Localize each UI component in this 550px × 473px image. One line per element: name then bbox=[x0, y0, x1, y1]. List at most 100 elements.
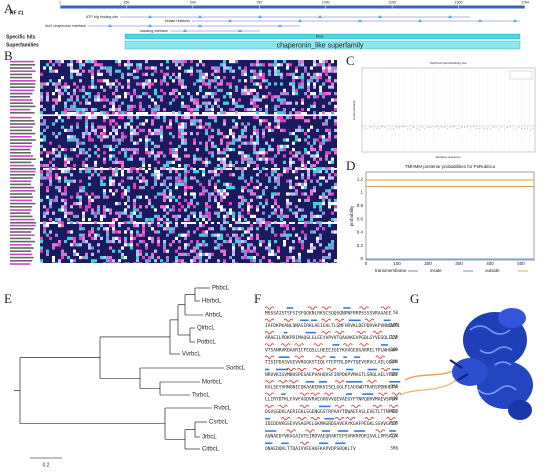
residue bbox=[292, 167, 295, 171]
residue bbox=[184, 148, 187, 152]
residue bbox=[94, 246, 97, 250]
residue bbox=[64, 179, 67, 183]
residue bbox=[100, 76, 103, 80]
residue bbox=[298, 95, 301, 99]
helix bbox=[315, 355, 326, 359]
residue bbox=[208, 246, 211, 250]
residue bbox=[316, 179, 319, 183]
residue bbox=[217, 157, 220, 161]
residue bbox=[148, 128, 151, 132]
residue bbox=[109, 189, 112, 193]
residue bbox=[313, 135, 316, 139]
residue bbox=[103, 98, 106, 102]
residue bbox=[286, 179, 289, 183]
residue bbox=[289, 151, 292, 155]
residue bbox=[229, 202, 232, 206]
residue bbox=[316, 243, 319, 247]
feature-marker bbox=[148, 15, 152, 18]
residue bbox=[103, 144, 106, 148]
trace-dot bbox=[472, 126, 474, 127]
residue bbox=[79, 151, 82, 155]
residue bbox=[232, 256, 235, 260]
residue bbox=[220, 154, 223, 158]
residue bbox=[223, 249, 226, 253]
residue bbox=[172, 218, 175, 222]
strand bbox=[265, 430, 277, 432]
residue bbox=[67, 119, 70, 123]
residue bbox=[223, 138, 226, 142]
residue bbox=[163, 224, 166, 228]
residue bbox=[331, 69, 334, 73]
residue bbox=[181, 240, 184, 244]
residue bbox=[91, 236, 94, 240]
residue bbox=[298, 63, 301, 67]
residue bbox=[274, 95, 277, 99]
residue bbox=[301, 192, 304, 196]
residue bbox=[286, 227, 289, 231]
residue bbox=[232, 167, 235, 171]
residue bbox=[334, 173, 337, 177]
legend-label: transmembrane bbox=[375, 268, 407, 273]
residue bbox=[103, 135, 106, 139]
residue bbox=[292, 76, 295, 80]
residue bbox=[139, 173, 142, 177]
residue bbox=[214, 208, 217, 212]
residue bbox=[163, 243, 166, 247]
residue bbox=[154, 132, 157, 136]
residue bbox=[226, 233, 229, 237]
residue bbox=[184, 154, 187, 158]
trace-dot bbox=[364, 127, 366, 129]
residue bbox=[313, 63, 316, 67]
residue bbox=[211, 151, 214, 155]
seq-name bbox=[10, 222, 36, 224]
residue bbox=[247, 85, 250, 89]
residue bbox=[88, 135, 91, 139]
residue bbox=[76, 154, 79, 158]
residue bbox=[292, 72, 295, 76]
strand bbox=[305, 381, 315, 383]
residue bbox=[181, 125, 184, 129]
residue bbox=[196, 246, 199, 250]
residue bbox=[313, 230, 316, 234]
residue bbox=[52, 179, 55, 183]
residue bbox=[331, 154, 334, 158]
residue bbox=[265, 119, 268, 123]
residue bbox=[130, 218, 133, 222]
residue bbox=[241, 202, 244, 206]
residue bbox=[58, 240, 61, 244]
residue bbox=[214, 79, 217, 83]
residue bbox=[268, 167, 271, 171]
residue bbox=[97, 218, 100, 222]
residue bbox=[271, 60, 274, 64]
residue bbox=[100, 63, 103, 67]
residue bbox=[193, 252, 196, 256]
residue bbox=[133, 205, 136, 209]
residue bbox=[130, 211, 133, 215]
residue bbox=[286, 236, 289, 240]
residue bbox=[172, 246, 175, 250]
residue bbox=[328, 88, 331, 92]
residue bbox=[247, 157, 250, 161]
residue bbox=[319, 157, 322, 161]
residue bbox=[232, 211, 235, 215]
residue bbox=[292, 240, 295, 244]
residue bbox=[109, 85, 112, 89]
residue bbox=[289, 160, 292, 164]
residue bbox=[235, 233, 238, 237]
residue bbox=[220, 179, 223, 183]
residue bbox=[238, 259, 241, 263]
residue bbox=[190, 72, 193, 76]
residue bbox=[55, 116, 58, 120]
residue bbox=[304, 182, 307, 186]
trace-dot bbox=[498, 128, 500, 130]
residue bbox=[196, 233, 199, 237]
residue bbox=[145, 135, 148, 139]
residue bbox=[40, 122, 43, 126]
residue bbox=[58, 132, 61, 136]
residue bbox=[223, 252, 226, 256]
residue bbox=[235, 259, 238, 263]
residue bbox=[265, 224, 268, 228]
residue bbox=[259, 148, 262, 152]
residue bbox=[235, 72, 238, 76]
residue bbox=[271, 63, 274, 67]
